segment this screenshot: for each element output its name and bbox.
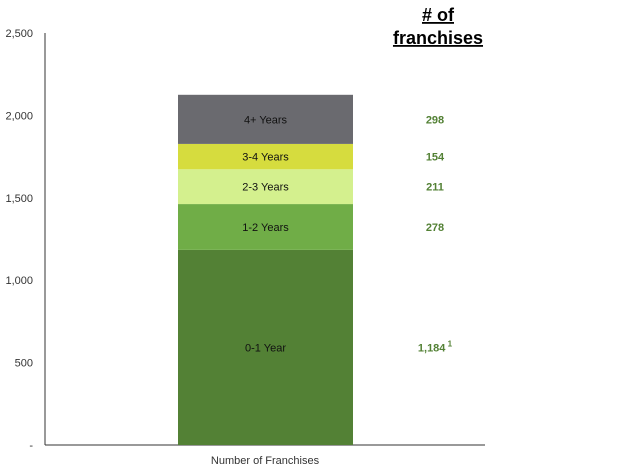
count-header-line-1: # of: [422, 5, 455, 25]
count-label-2-3-years: 211: [426, 182, 444, 194]
bar-segments: [178, 94, 353, 445]
y-tick-label: 2,000: [5, 110, 33, 122]
segment-label-1-2-years: 1-2 Years: [242, 222, 289, 234]
count-label-3-4-years: 154: [426, 152, 445, 164]
bar-segment-2-3-years: [178, 169, 353, 205]
y-tick-label: 1,500: [5, 193, 33, 205]
count-label-4-years: 298: [426, 114, 444, 126]
segment-label-2-3-years: 2-3 Years: [242, 182, 289, 194]
y-tick-label: 1,000: [5, 275, 33, 287]
count-label-1-2-years: 278: [426, 222, 444, 234]
count-labels: 1,184 1 278 211 154 298: [418, 114, 453, 354]
y-axis-ticks: - 500 1,000 1,500 2,000 2,500: [5, 28, 33, 452]
y-tick-label: -: [29, 440, 33, 452]
segment-label-0-1-year: 0-1 Year: [245, 342, 286, 354]
bar-segment-3-4-years: [178, 143, 353, 170]
count-label-0-1-year: 1,184 1: [418, 339, 453, 354]
y-tick-label: 2,500: [5, 28, 33, 40]
bar-segment-1-2-years: [178, 204, 353, 250]
count-header-line-2: franchises: [393, 28, 483, 48]
segment-labels: 0-1 Year 1-2 Years 2-3 Years 3-4 Years 4+ Ye…: [242, 114, 289, 354]
segment-label-3-4-years: 3-4 Years: [242, 152, 289, 164]
segment-label-4-years: 4+ Years: [244, 114, 288, 126]
y-tick-label: 500: [15, 358, 33, 370]
x-category-label: Number of Franchises: [211, 455, 320, 467]
bar-segment-0-1-year: [178, 249, 353, 445]
bar-segment-4-years: [178, 94, 353, 144]
